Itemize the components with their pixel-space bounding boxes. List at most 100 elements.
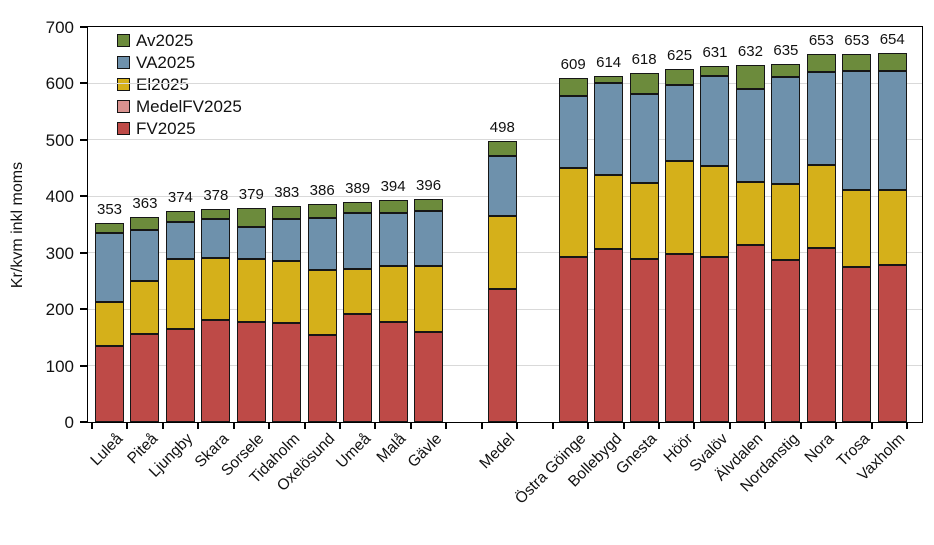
x-axis-tick [622, 423, 625, 429]
bar-segment-el2025 [771, 183, 801, 261]
bar-segment-av2025 [629, 73, 659, 94]
bar-segment-el2025 [272, 261, 302, 324]
legend-label: El2025 [136, 74, 189, 94]
bar-segment-el2025 [201, 258, 231, 320]
legend-label: FV2025 [136, 118, 196, 138]
x-axis-tick [516, 423, 519, 429]
legend: Av2025 VA2025 El2025 MedelFV2025 FV2025 [117, 29, 242, 139]
bar-segment-va2025 [378, 213, 408, 267]
bar-segment-va2025 [487, 155, 517, 217]
bar-total-label: 653 [844, 31, 870, 49]
bar-segment-av2025 [201, 208, 231, 219]
bar-segment-el2025 [665, 161, 695, 255]
legend-item: FV2025 [117, 117, 242, 139]
bar-segment-va2025 [307, 217, 337, 270]
bar-segment-av2025 [594, 75, 624, 84]
y-tick-label: 300 [45, 243, 74, 263]
y-tick-label: 600 [45, 74, 74, 94]
bar-total-label: 635 [773, 41, 799, 59]
x-axis-tick [551, 423, 554, 429]
bar-total-label: 614 [596, 53, 622, 71]
bar-segment-av2025 [665, 69, 695, 86]
bar-segment-av2025 [700, 65, 730, 77]
legend-label: Av2025 [136, 30, 194, 50]
bar-segment-av2025 [272, 205, 302, 220]
bar-segment-el2025 [487, 216, 517, 290]
y-tick-label: 100 [45, 356, 74, 376]
legend-swatch-va2025-icon [117, 55, 130, 69]
bar-total-label: 378 [203, 186, 229, 204]
bar-segment-el2025 [594, 174, 624, 250]
legend-label: VA2025 [136, 52, 196, 72]
bar-segment-el2025 [165, 259, 195, 329]
bar-segment-va2025 [414, 210, 444, 266]
legend-swatch-medelfv2025-icon [117, 99, 130, 113]
bar-segment-fv2025 [700, 256, 730, 422]
bar-segment-fv2025 [665, 254, 695, 422]
legend-item: VA2025 [117, 51, 242, 73]
legend-swatch-el2025-icon [117, 77, 130, 91]
bar-segment-fv2025 [236, 321, 266, 422]
x-axis-tick [764, 423, 767, 429]
bar-segment-el2025 [806, 164, 836, 248]
bar-segment-va2025 [629, 93, 659, 184]
bar-segment-va2025 [201, 218, 231, 259]
x-axis-tick [161, 423, 164, 429]
legend-label: MedelFV2025 [136, 96, 242, 116]
bar-total-label: 383 [274, 183, 300, 201]
y-axis-tick [80, 195, 87, 198]
bar-segment-el2025 [378, 266, 408, 323]
x-axis-tick [338, 423, 341, 429]
bar-segment-fv2025 [771, 260, 801, 422]
bar-segment-av2025 [378, 199, 408, 214]
legend-item: Av2025 [117, 29, 242, 51]
bar-segment-fv2025 [558, 257, 588, 422]
x-axis-tick [197, 423, 200, 429]
bar-segment-fv2025 [378, 322, 408, 422]
x-axis-tick [268, 423, 271, 429]
bar-segment-fv2025 [272, 323, 302, 422]
bar-segment-va2025 [877, 71, 907, 191]
bar-segment-av2025 [414, 198, 444, 211]
x-axis-tick [409, 423, 412, 429]
bar-segment-el2025 [842, 190, 872, 267]
y-axis-tick [80, 26, 87, 28]
bar-segment-fv2025 [201, 319, 231, 422]
bar-segment-fv2025 [806, 247, 836, 422]
bar-segment-va2025 [272, 219, 302, 262]
legend-item: El2025 [117, 73, 242, 95]
x-axis-tick [126, 423, 129, 429]
legend-swatch-av2025-icon [117, 33, 130, 47]
bar-segment-fv2025 [414, 331, 444, 422]
bar-segment-va2025 [806, 72, 836, 165]
y-axis-tick [80, 421, 87, 423]
x-axis-tick [870, 423, 873, 429]
bar-segment-va2025 [771, 76, 801, 184]
bar-segment-el2025 [414, 265, 444, 332]
bar-total-label: 618 [631, 51, 657, 69]
bar-segment-av2025 [236, 208, 266, 228]
bar-total-label: 625 [667, 47, 693, 65]
bar-total-label: 631 [702, 43, 728, 61]
bar-segment-va2025 [665, 85, 695, 162]
x-axis-tick [906, 423, 909, 429]
bar-segment-va2025 [700, 76, 730, 167]
bar-total-label: 353 [96, 200, 123, 218]
bar-segment-el2025 [735, 182, 765, 246]
y-axis-tick [80, 82, 87, 85]
x-axis-tick [693, 423, 696, 429]
bar-segment-av2025 [735, 65, 765, 90]
x-axis-tick [480, 423, 483, 429]
bar-total-label: 386 [309, 182, 335, 200]
bar-total-label: 654 [879, 30, 905, 48]
bar-total-label: 498 [489, 118, 515, 136]
x-axis-tick [445, 423, 448, 429]
y-axis-tick [80, 308, 87, 311]
bar-segment-va2025 [842, 71, 872, 191]
y-tick-label: 0 [64, 413, 74, 432]
y-axis-title: Kr/kvm inkl moms [9, 161, 26, 289]
x-axis-tick [374, 423, 377, 429]
bar-segment-va2025 [236, 227, 266, 259]
bar-total-label: 389 [345, 180, 371, 198]
